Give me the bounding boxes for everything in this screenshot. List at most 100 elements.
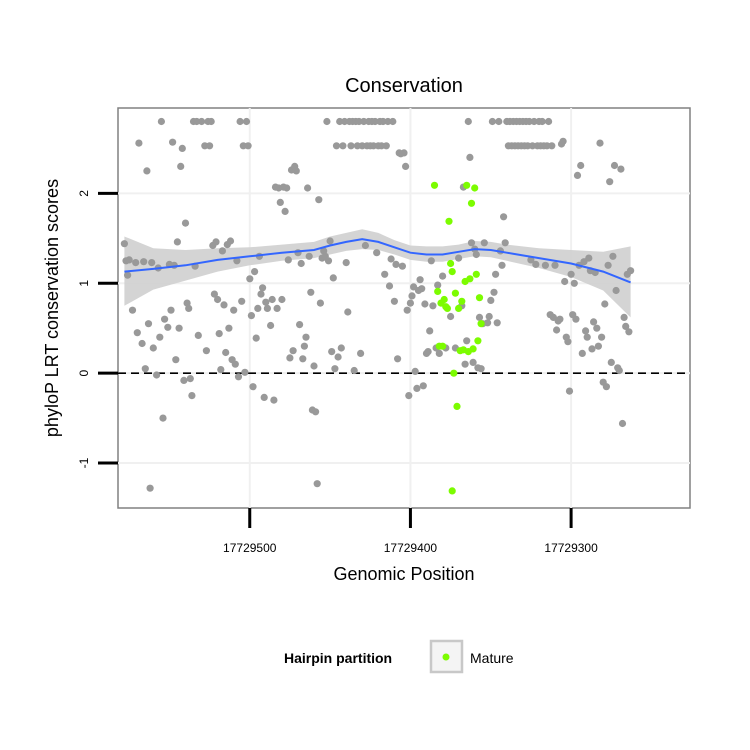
point-177 xyxy=(418,285,426,293)
point-119 xyxy=(324,257,333,265)
point-68 xyxy=(241,368,249,376)
point-256 xyxy=(561,277,569,286)
point-207 xyxy=(480,239,488,247)
point-125 xyxy=(334,353,342,361)
point-82 xyxy=(263,304,271,312)
point-157 xyxy=(385,282,394,290)
mature-points xyxy=(430,181,485,495)
point-293 xyxy=(620,313,628,321)
point-160 xyxy=(390,297,398,305)
point-162 xyxy=(394,355,402,363)
point-107 xyxy=(305,252,313,260)
point-99 xyxy=(292,167,300,175)
point-92 xyxy=(281,207,289,215)
point-103 xyxy=(299,355,307,363)
point-167 xyxy=(402,162,410,170)
point-80 xyxy=(260,393,268,401)
point-49 xyxy=(210,290,218,298)
point-176 xyxy=(416,276,424,284)
point-83 xyxy=(267,321,275,330)
point-65 xyxy=(236,117,244,126)
point-200 xyxy=(469,358,477,366)
point-276 xyxy=(593,324,601,332)
point-102 xyxy=(297,259,305,268)
point-22 xyxy=(164,323,172,331)
mature-point-29 xyxy=(455,304,463,312)
point-291 xyxy=(617,165,625,173)
point-122 xyxy=(329,274,337,282)
x-axis: 17729500 17729400 17729300 xyxy=(223,508,598,555)
point-246 xyxy=(545,117,553,126)
x-axis-label: Genomic Position xyxy=(333,564,474,584)
y-tick-label-2: 1 xyxy=(77,280,91,287)
point-214 xyxy=(493,319,501,327)
point-37 xyxy=(188,392,196,400)
point-14 xyxy=(148,259,156,267)
point-263 xyxy=(572,315,580,323)
point-93 xyxy=(283,184,291,192)
point-123 xyxy=(331,365,339,373)
point-213 xyxy=(492,270,500,278)
point-62 xyxy=(231,360,239,368)
mature-point-4 xyxy=(439,342,447,350)
point-205 xyxy=(477,365,485,373)
point-294 xyxy=(622,322,630,330)
point-84 xyxy=(268,295,276,304)
y-axis: -1 0 1 2 xyxy=(77,190,118,468)
point-0 xyxy=(120,240,128,248)
point-74 xyxy=(251,268,259,276)
point-286 xyxy=(609,252,617,260)
mature-point-28 xyxy=(448,487,456,495)
point-105 xyxy=(302,333,310,341)
point-120 xyxy=(326,237,334,245)
point-30 xyxy=(177,162,185,170)
mature-point-8 xyxy=(445,217,453,225)
mature-point-0 xyxy=(430,181,439,189)
point-89 xyxy=(276,198,284,206)
point-279 xyxy=(598,333,606,341)
point-10 xyxy=(141,365,149,373)
point-90 xyxy=(278,295,286,304)
point-104 xyxy=(300,342,308,350)
mature-point-12 xyxy=(451,289,459,297)
point-81 xyxy=(262,298,270,306)
point-218 xyxy=(500,213,508,221)
point-32 xyxy=(180,376,188,384)
point-238 xyxy=(532,260,540,268)
mature-point-13 xyxy=(453,402,461,410)
point-251 xyxy=(553,326,561,334)
point-75 xyxy=(252,334,260,342)
point-118 xyxy=(323,117,331,126)
point-253 xyxy=(556,315,564,323)
point-29 xyxy=(175,324,183,332)
point-271 xyxy=(585,254,593,262)
point-11 xyxy=(143,167,151,175)
point-192 xyxy=(455,254,463,262)
point-242 xyxy=(538,117,546,126)
point-71 xyxy=(246,275,254,283)
mature-point-9 xyxy=(447,259,455,268)
point-5 xyxy=(132,259,140,267)
point-113 xyxy=(315,196,323,204)
point-25 xyxy=(169,138,177,146)
point-212 xyxy=(490,288,498,296)
point-170 xyxy=(406,299,414,307)
point-95 xyxy=(286,354,294,362)
point-186 xyxy=(434,281,442,289)
mature-point-1 xyxy=(434,287,442,295)
point-106 xyxy=(304,184,312,192)
y-tick-label-1: 0 xyxy=(77,370,91,377)
point-50 xyxy=(212,238,220,246)
point-161 xyxy=(392,260,400,268)
point-24 xyxy=(167,306,175,314)
point-78 xyxy=(257,290,265,298)
point-187 xyxy=(435,349,443,357)
point-46 xyxy=(206,142,214,150)
mature-point-11 xyxy=(450,369,458,377)
point-183 xyxy=(427,257,435,265)
point-264 xyxy=(573,171,582,179)
point-159 xyxy=(389,117,397,126)
point-178 xyxy=(419,382,427,390)
point-130 xyxy=(342,259,350,267)
point-173 xyxy=(411,367,419,375)
